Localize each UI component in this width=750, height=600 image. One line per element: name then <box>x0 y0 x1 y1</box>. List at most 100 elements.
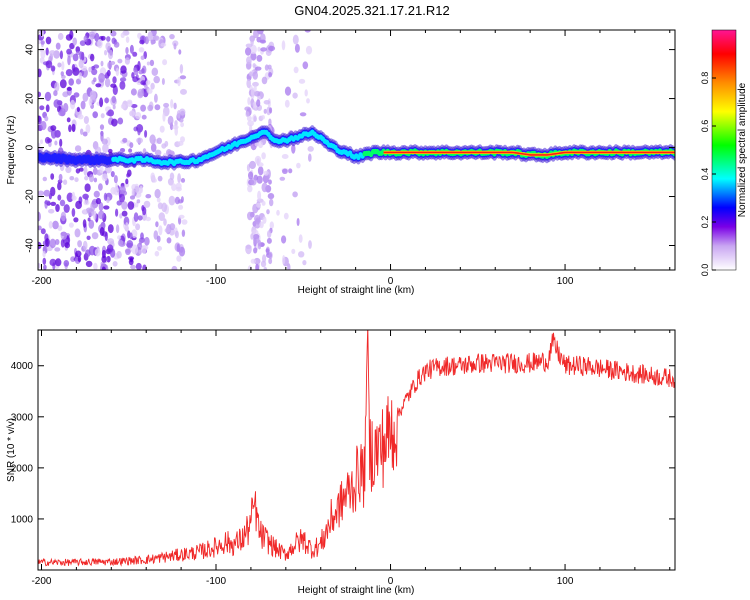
noise-blob <box>57 225 63 232</box>
noise-blob <box>92 111 98 119</box>
noise-blob <box>254 66 262 71</box>
y-tick-label: 20 <box>25 93 36 105</box>
noise-blob <box>100 35 106 41</box>
noise-blob <box>257 166 264 176</box>
noise-blob <box>83 166 88 176</box>
noise-blob <box>77 114 84 120</box>
noise-blob <box>45 47 49 56</box>
noise-blob <box>147 31 153 42</box>
noise-blob <box>48 209 55 214</box>
noise-blob <box>167 115 174 126</box>
noise-blob <box>69 30 74 40</box>
noise-blob <box>54 247 61 252</box>
noise-blob <box>124 57 130 65</box>
noise-blob <box>70 99 76 110</box>
noise-blob <box>164 140 169 147</box>
noise-blob <box>49 50 56 56</box>
noise-blob <box>121 201 128 210</box>
noise-blob <box>39 105 45 111</box>
noise-blob <box>129 195 136 200</box>
noise-blob <box>256 202 261 208</box>
noise-blob <box>119 213 123 219</box>
noise-blob <box>61 61 65 71</box>
noise-blob <box>79 40 86 46</box>
noise-blob <box>106 255 111 263</box>
noise-blob <box>153 75 160 84</box>
noise-blob <box>58 173 63 181</box>
noise-blob <box>88 219 95 229</box>
noise-blob <box>117 58 123 64</box>
noise-blob <box>260 47 267 52</box>
noise-blob <box>178 246 186 257</box>
snr-x-ticks: -200 -100 0 100 <box>31 330 671 587</box>
noise-blob <box>66 117 71 123</box>
x-tick-label: -100 <box>206 276 226 287</box>
noise-blob <box>60 211 67 222</box>
noise-blob <box>101 255 107 263</box>
noise-blob <box>145 194 152 199</box>
noise-blob <box>150 39 154 45</box>
noise-blob <box>99 227 105 236</box>
noise-blob <box>138 249 142 255</box>
noise-blob <box>269 107 273 114</box>
noise-blob <box>249 44 257 55</box>
noise-blob <box>248 171 254 180</box>
noise-blob <box>107 224 114 234</box>
noise-blob <box>91 200 97 205</box>
snr-y-ticks: 1000 2000 3000 4000 <box>11 361 675 525</box>
noise-blob <box>269 198 274 207</box>
spectrogram-y-ticks: -40 -20 0 20 40 <box>25 44 675 253</box>
noise-blob <box>181 219 188 225</box>
noise-blob <box>76 106 80 112</box>
noise-blob <box>100 113 105 119</box>
noise-blob <box>91 232 99 240</box>
noise-blob <box>298 251 305 258</box>
x-tick-label: -100 <box>206 576 226 587</box>
noise-blob <box>283 212 289 220</box>
noise-blob <box>145 80 151 85</box>
noise-blob <box>247 120 255 127</box>
noise-blob <box>265 248 270 253</box>
noise-blob <box>261 115 265 120</box>
chart-title: GN04.2025.321.17.21.R12 <box>294 3 449 18</box>
noise-blob <box>138 47 145 53</box>
noise-blob <box>129 110 136 117</box>
noise-blob <box>177 199 183 204</box>
noise-blob <box>137 127 141 136</box>
noise-blob <box>42 257 47 265</box>
noise-blob <box>246 56 252 65</box>
noise-blob <box>103 205 110 210</box>
noise-blob <box>180 88 187 95</box>
noise-blob <box>125 36 130 43</box>
noise-blob <box>179 75 187 80</box>
noise-blob <box>152 35 160 41</box>
noise-blob <box>266 209 270 215</box>
colorbar-tick-label: 0.6 <box>700 120 710 133</box>
noise-blob <box>156 197 161 203</box>
noise-blob <box>306 98 310 104</box>
noise-blob <box>174 230 179 239</box>
noise-blob <box>122 137 128 143</box>
noise-blob <box>137 88 145 97</box>
noise-blob <box>291 248 296 254</box>
noise-blob <box>282 168 288 174</box>
noise-blob <box>249 160 256 170</box>
noise-blob <box>67 55 71 66</box>
noise-blob <box>150 143 157 153</box>
noise-blob <box>146 61 150 66</box>
noise-blob <box>73 217 79 223</box>
noise-blob <box>161 202 168 213</box>
noise-blob <box>74 177 79 183</box>
noise-blob <box>88 98 93 107</box>
noise-blob <box>88 31 96 37</box>
noise-blob <box>79 51 83 60</box>
x-tick-label: 0 <box>388 276 394 287</box>
noise-blob <box>72 53 79 62</box>
noise-blob <box>104 78 111 88</box>
noise-blob <box>259 39 267 44</box>
noise-blob <box>40 40 45 45</box>
noise-blob <box>54 82 60 92</box>
noise-blob <box>180 122 185 128</box>
noise-blob <box>250 87 255 98</box>
